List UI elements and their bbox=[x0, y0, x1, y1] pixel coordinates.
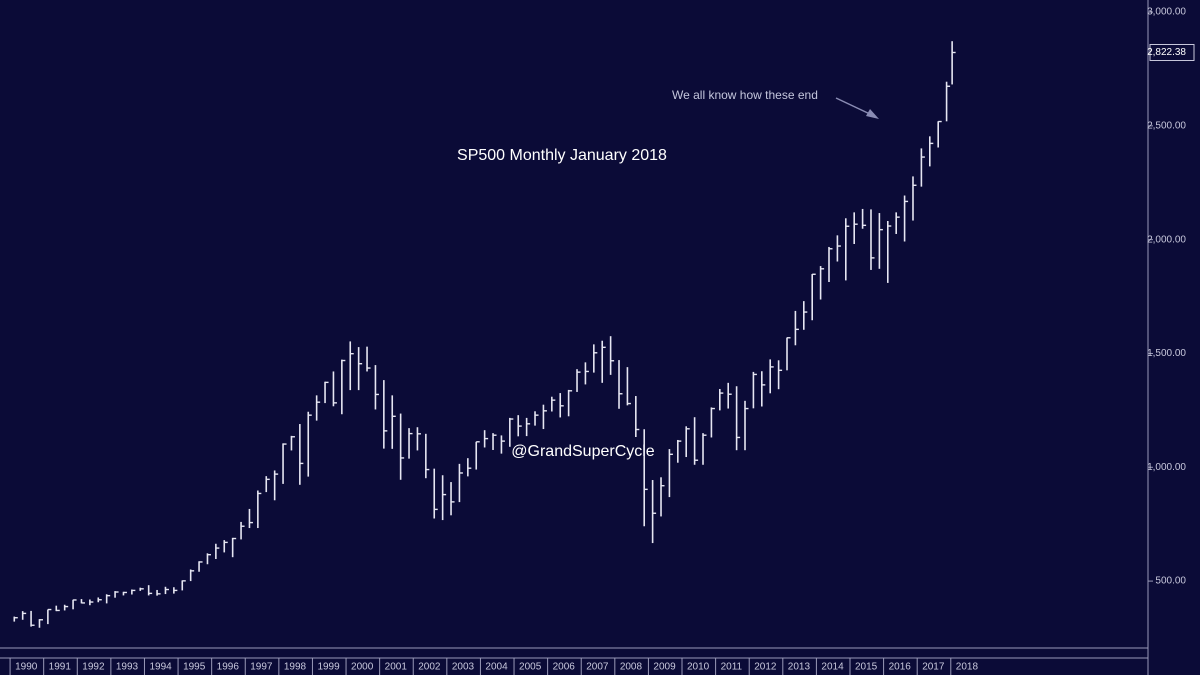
x-tick-label: 2018 bbox=[956, 662, 979, 673]
x-tick-label: 2010 bbox=[687, 662, 710, 673]
x-tick-label: 1999 bbox=[317, 662, 340, 673]
x-tick-label: 2000 bbox=[351, 662, 374, 673]
x-tick-label: 1995 bbox=[183, 662, 206, 673]
y-tick-label: 1,500.00 bbox=[1147, 348, 1186, 359]
x-tick-label: 2006 bbox=[553, 662, 576, 673]
watermark: @GrandSuperCycle bbox=[511, 443, 655, 460]
x-tick-label: 1990 bbox=[15, 662, 38, 673]
x-tick-label: 1992 bbox=[82, 662, 105, 673]
x-tick-label: 2002 bbox=[418, 662, 441, 673]
x-tick-label: 2014 bbox=[821, 662, 844, 673]
x-tick-label: 1994 bbox=[149, 662, 172, 673]
x-tick-label: 2004 bbox=[485, 662, 508, 673]
x-tick-label: 2017 bbox=[922, 662, 945, 673]
annotation: We all know how these end bbox=[672, 88, 818, 102]
x-tick-label: 2011 bbox=[721, 662, 743, 673]
y-tick-label: 3,000.00 bbox=[1147, 7, 1186, 18]
y-tick-label: 2,000.00 bbox=[1147, 234, 1186, 245]
x-tick-label: 2013 bbox=[788, 662, 811, 673]
chart-title: SP500 Monthly January 2018 bbox=[457, 147, 667, 164]
x-tick-label: 2016 bbox=[889, 662, 912, 673]
x-tick-label: 2008 bbox=[620, 662, 643, 673]
y-tick-label: 1,000.00 bbox=[1147, 462, 1186, 473]
annotation-arrowhead bbox=[866, 109, 879, 119]
x-tick-label: 2005 bbox=[519, 662, 542, 673]
y-tick-label: 500.00 bbox=[1155, 576, 1186, 587]
last-price-box bbox=[1149, 43, 1195, 61]
annotation-arrow bbox=[835, 97, 873, 116]
x-tick-label: 1996 bbox=[217, 662, 240, 673]
x-tick-label: 1998 bbox=[284, 662, 307, 673]
x-tick-label: 2007 bbox=[586, 662, 609, 673]
x-tick-label: 2015 bbox=[855, 662, 878, 673]
last-price-label: 2,822.38 bbox=[1147, 47, 1186, 58]
x-tick-label: 2003 bbox=[452, 662, 475, 673]
x-tick-label: 1993 bbox=[116, 662, 139, 673]
x-tick-label: 2009 bbox=[653, 662, 676, 673]
x-tick-label: 1991 bbox=[49, 662, 72, 673]
x-tick-label: 1997 bbox=[250, 662, 273, 673]
x-tick-label: 2012 bbox=[754, 662, 777, 673]
y-tick-label: 2,500.00 bbox=[1147, 121, 1186, 132]
x-tick-label: 2001 bbox=[385, 662, 408, 673]
